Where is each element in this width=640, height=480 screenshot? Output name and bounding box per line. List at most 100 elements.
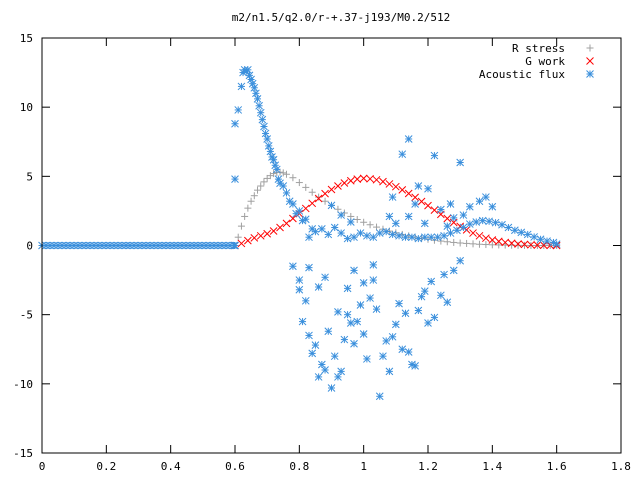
data-point	[314, 373, 323, 381]
data-point	[485, 217, 493, 226]
data-point	[324, 230, 333, 239]
data-point	[321, 189, 329, 198]
y-tick-label: 0	[26, 240, 33, 253]
data-point	[334, 308, 342, 316]
y-tick-label: 5	[26, 170, 33, 183]
data-point	[315, 193, 323, 201]
data-point	[449, 266, 458, 275]
data-point	[256, 231, 265, 240]
data-point	[253, 95, 262, 103]
x-axis: 0 0.2 0.4 0.6 0.8 1 1.2 1.4 1.6 1.8	[39, 38, 631, 473]
data-point	[517, 228, 526, 237]
data-point	[491, 218, 500, 227]
y-tick-label: -15	[13, 447, 33, 460]
legend-marker	[586, 44, 594, 52]
data-point	[495, 241, 503, 249]
data-point	[414, 306, 423, 315]
data-point	[446, 200, 455, 208]
data-point	[272, 165, 281, 174]
data-point	[363, 355, 371, 363]
data-point	[398, 345, 407, 354]
data-point	[443, 298, 452, 307]
data-point	[244, 65, 252, 74]
data-point	[231, 119, 239, 128]
data-point	[337, 211, 346, 219]
data-point	[289, 200, 297, 208]
data-point	[346, 319, 355, 327]
data-point	[247, 197, 255, 205]
data-point	[237, 82, 246, 91]
data-point	[343, 284, 352, 293]
data-point	[530, 233, 539, 241]
data-point	[456, 256, 465, 265]
data-point	[282, 189, 291, 197]
plot-area	[38, 65, 561, 401]
data-point	[459, 211, 468, 219]
data-point	[456, 239, 464, 247]
legend-label: Acoustic flux	[479, 68, 565, 81]
y-tick-label: 15	[20, 32, 33, 45]
data-point	[250, 234, 259, 242]
data-point	[498, 220, 506, 229]
data-point	[359, 278, 368, 287]
x-tick-label: 1	[360, 460, 367, 473]
data-point	[411, 193, 419, 202]
data-point	[385, 180, 394, 188]
data-point	[279, 182, 288, 190]
data-point	[252, 89, 260, 98]
data-point	[231, 241, 239, 250]
data-point	[369, 276, 378, 284]
data-point	[404, 212, 413, 221]
data-point	[507, 239, 516, 248]
data-point	[443, 214, 452, 223]
data-point	[536, 235, 545, 244]
data-point	[250, 192, 258, 200]
data-point	[330, 223, 339, 232]
data-point	[314, 283, 323, 291]
data-point	[353, 317, 362, 326]
legend-entry: R stress	[512, 42, 594, 55]
data-point	[414, 234, 423, 243]
x-tick-label: 1.4	[482, 460, 502, 473]
data-point	[398, 186, 407, 194]
data-point	[324, 327, 333, 336]
legend-marker	[586, 57, 594, 65]
data-point	[248, 79, 257, 88]
data-point	[488, 236, 497, 244]
data-point	[475, 231, 484, 240]
data-point	[391, 320, 400, 329]
data-point	[327, 384, 336, 392]
data-point	[379, 177, 387, 186]
data-point	[321, 273, 329, 282]
data-point	[366, 174, 374, 183]
legend-label: G work	[525, 55, 565, 68]
data-point	[308, 188, 316, 196]
data-point	[359, 174, 368, 183]
data-point	[356, 301, 365, 309]
data-point	[244, 236, 252, 245]
data-point	[450, 238, 458, 246]
data-point	[369, 261, 378, 269]
legend-label: R stress	[512, 42, 565, 55]
data-point	[282, 170, 290, 178]
data-point	[440, 231, 448, 240]
data-point	[363, 231, 371, 240]
data-point	[276, 223, 284, 232]
data-point	[388, 193, 397, 201]
data-point	[527, 240, 535, 249]
data-point	[298, 317, 307, 326]
data-point	[337, 367, 346, 376]
data-point	[343, 234, 352, 243]
data-point	[465, 202, 474, 211]
data-point	[420, 287, 429, 296]
data-point	[250, 83, 259, 92]
data-point	[269, 227, 278, 235]
data-point	[360, 218, 368, 226]
data-point	[350, 266, 358, 275]
data-point	[340, 335, 349, 344]
data-point	[385, 367, 394, 376]
data-point	[234, 106, 243, 114]
data-point	[408, 233, 416, 242]
data-point	[504, 223, 513, 232]
y-tick-label: -5	[20, 309, 33, 322]
